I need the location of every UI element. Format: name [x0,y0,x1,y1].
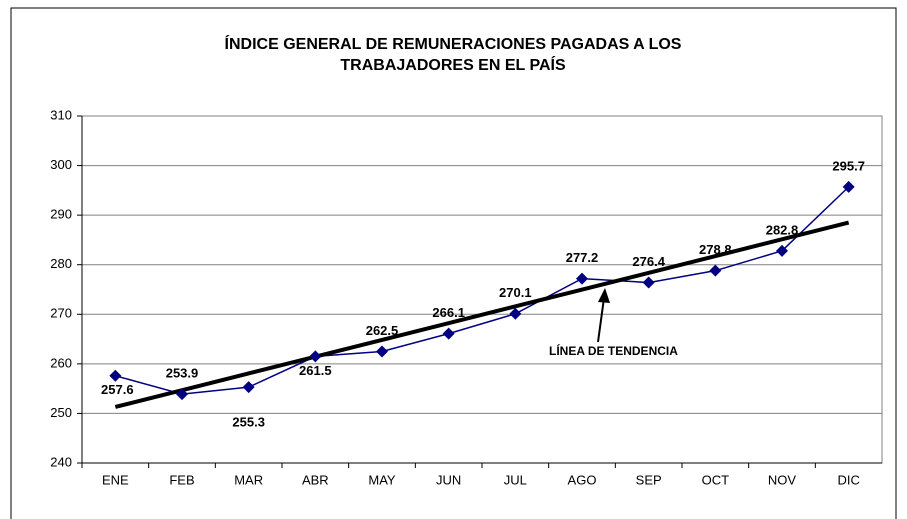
x-tick-label: MAY [368,472,396,487]
data-point [776,244,788,257]
x-tick-label: NOV [768,472,797,487]
data-label: 277.2 [566,250,599,265]
data-point [242,381,255,394]
data-label: 253.9 [166,366,199,381]
chart-title: ÍNDICE GENERAL DE REMUNERACIONES PAGADAS… [225,34,682,53]
data-point [109,369,122,382]
y-tick-label: 300 [50,157,72,172]
annotation-arrowhead [598,288,610,303]
annotation: LÍNEA DE TENDENCIA [549,343,678,358]
y-tick-label: 310 [50,107,72,122]
x-tick-label: OCT [702,472,730,487]
data-point [509,307,522,320]
series-line [115,186,850,395]
data-label: 276.4 [632,254,665,269]
y-tick-label: 280 [50,256,72,271]
data-point [842,180,855,193]
data-label: 255.3 [232,415,265,430]
data-label: 257.6 [101,382,134,397]
x-tick-label: MAR [234,472,263,487]
data-label: 261.5 [299,363,332,378]
data-point [576,272,588,285]
y-tick-label: 290 [50,207,72,222]
x-tick-label: ENE [102,472,129,487]
data-label: 295.7 [832,158,865,173]
x-tick-label: ABR [302,472,329,487]
x-tick-label: FEB [169,472,194,487]
y-tick-label: 250 [50,405,72,420]
x-tick-label: JUN [436,472,461,487]
y-tick-label: 270 [50,306,72,321]
data-label: 282.8 [766,222,799,237]
data-label: 266.1 [432,305,465,320]
plot-area [81,115,883,464]
data-label: 270.1 [499,285,532,300]
annotation-arrow [597,297,605,343]
data-label: 278.8 [699,242,732,257]
x-tick-label: JUL [504,472,527,487]
y-tick-label: 240 [50,454,72,469]
data-point [442,327,455,340]
data-point [376,345,388,358]
data-point [309,350,322,363]
x-tick-label: AGO [568,472,597,487]
x-tick-label: SEP [636,472,662,487]
chart-title: TRABAJADORES EN EL PAÍS [340,55,566,74]
y-tick-label: 260 [50,355,72,370]
data-label: 262.5 [366,323,399,338]
data-point [176,388,188,401]
trend-line [114,220,850,409]
data-point [642,276,655,289]
x-tick-label: DIC [837,472,859,487]
data-point [709,264,722,277]
